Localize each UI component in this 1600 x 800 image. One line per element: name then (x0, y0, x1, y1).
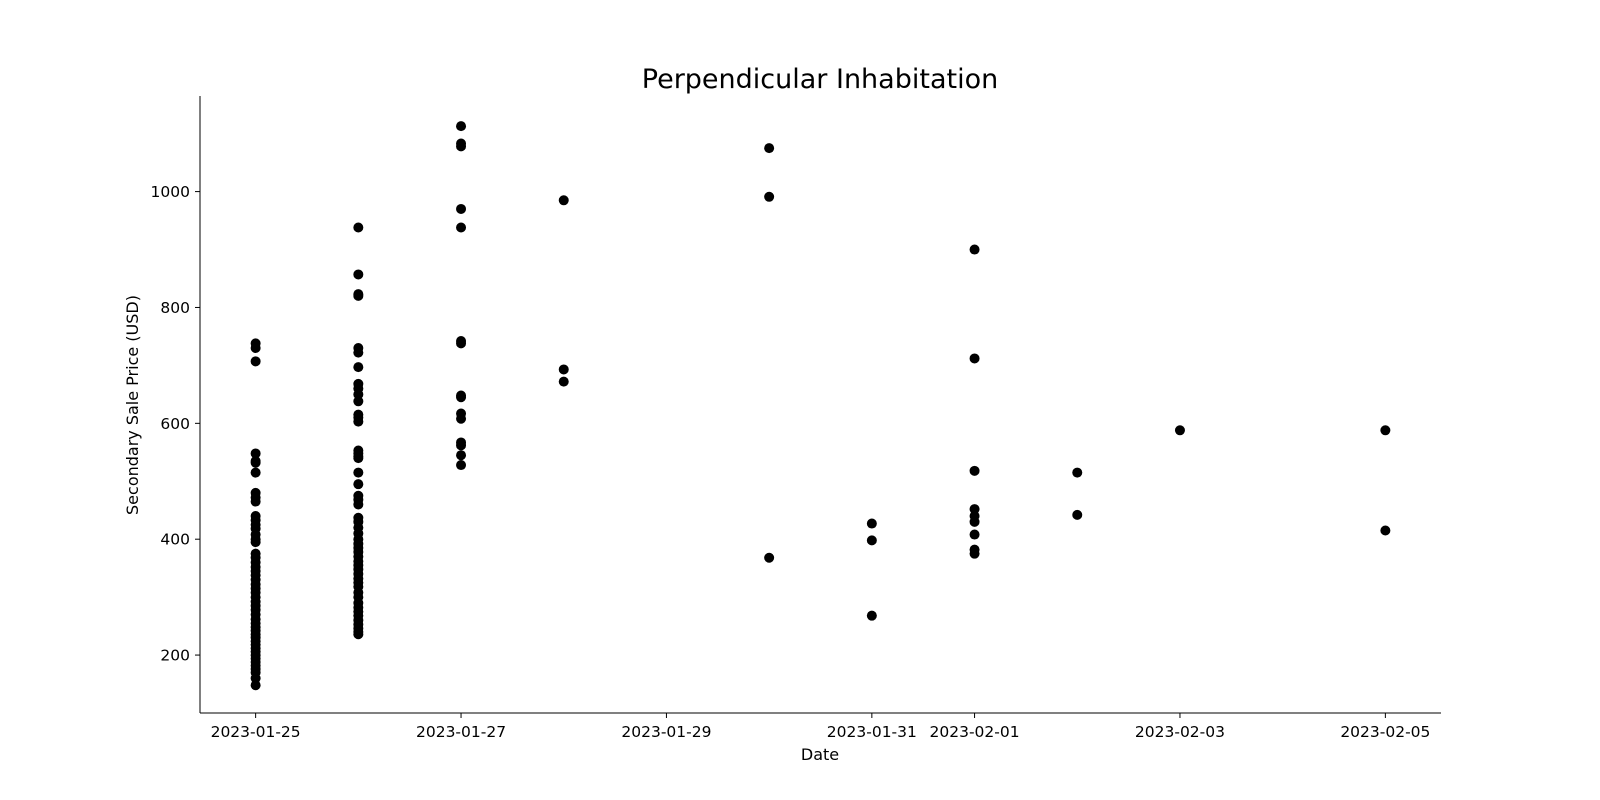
data-point (558, 364, 569, 375)
data-point (1072, 467, 1083, 478)
data-point (353, 453, 364, 464)
data-point (1174, 425, 1185, 436)
data-point (250, 448, 261, 459)
x-tick-label: 2023-02-03 (1135, 723, 1225, 741)
data-point (969, 504, 980, 515)
data-point (456, 392, 467, 403)
x-tick-label: 2023-02-01 (930, 723, 1020, 741)
data-point (558, 195, 569, 206)
data-point (1380, 525, 1391, 536)
data-point (353, 499, 364, 510)
x-tick-label: 2023-01-31 (827, 723, 917, 741)
data-point (456, 338, 467, 349)
data-point (969, 548, 980, 559)
y-tick-label: 800 (160, 299, 190, 317)
data-point (764, 552, 775, 563)
x-tick-label: 2023-02-05 (1340, 723, 1430, 741)
data-point (866, 610, 877, 621)
data-point (353, 290, 364, 301)
data-point (456, 440, 467, 451)
data-point (353, 362, 364, 373)
data-point (456, 141, 467, 152)
y-tick-label: 1000 (151, 183, 190, 201)
data-point (969, 465, 980, 476)
data-point (456, 121, 467, 132)
x-axis-ticks: 2023-01-25 2023-01-27 2023-01-29 2023-01-31… (211, 713, 1430, 741)
data-point (250, 537, 261, 548)
data-point (456, 460, 467, 471)
data-point (969, 353, 980, 364)
data-point (866, 535, 877, 546)
data-point (456, 450, 467, 461)
data-point (764, 143, 775, 154)
y-tick-label: 200 (160, 647, 190, 665)
data-point (1072, 509, 1083, 520)
y-tick-label: 600 (160, 415, 190, 433)
data-point (353, 629, 364, 640)
data-point (1380, 425, 1391, 436)
data-point (353, 416, 364, 427)
data-point (250, 457, 261, 468)
data-points (250, 121, 1391, 691)
data-point (353, 479, 364, 490)
y-tick-label: 400 (160, 531, 190, 549)
data-point (969, 529, 980, 540)
chart-title: Perpendicular Inhabitation (642, 64, 998, 95)
y-axis-ticks: 200 400 600 800 1000 (151, 183, 200, 665)
x-tick-label: 2023-01-27 (416, 723, 506, 741)
data-point (558, 376, 569, 387)
data-point (250, 673, 261, 684)
data-point (456, 222, 467, 233)
data-point (456, 203, 467, 214)
data-point (250, 356, 261, 367)
x-axis-label: Date (801, 745, 839, 764)
data-point (866, 518, 877, 529)
data-point (353, 389, 364, 400)
x-tick-label: 2023-01-25 (211, 723, 301, 741)
y-axis-label: Secondary Sale Price (USD) (123, 295, 142, 515)
data-point (353, 269, 364, 280)
data-point (250, 680, 261, 691)
data-point (353, 467, 364, 478)
data-point (353, 222, 364, 233)
data-point (764, 191, 775, 202)
data-point (353, 347, 364, 358)
x-tick-label: 2023-01-29 (621, 723, 711, 741)
data-point (456, 413, 467, 424)
data-point (969, 244, 980, 255)
data-point (250, 343, 261, 354)
data-point (969, 516, 980, 527)
data-point (250, 467, 261, 478)
plot-area: 2023-01-25 2023-01-27 2023-01-29 2023-01-31… (151, 96, 1441, 741)
data-point (250, 496, 261, 507)
data-point (353, 396, 364, 407)
